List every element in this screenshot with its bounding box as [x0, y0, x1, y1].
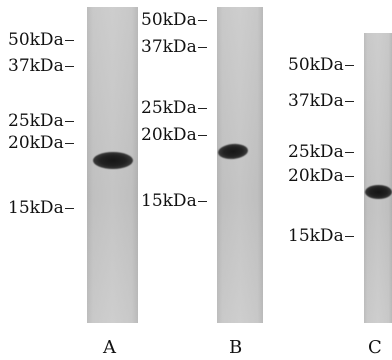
marker-15kda: 15kDa: [8, 200, 74, 217]
lane-label-b: B: [229, 337, 243, 358]
marker-37kda: 37kDa: [288, 93, 354, 110]
marker-37kda: 37kDa: [8, 58, 74, 75]
blot-lane-c: [364, 33, 392, 323]
marker-20kda: 20kDa: [141, 127, 207, 144]
marker-20kda: 20kDa: [288, 168, 354, 185]
blot-lane-a: [87, 7, 138, 323]
protein-band-b: [217, 142, 249, 161]
marker-37kda: 37kDa: [141, 39, 207, 56]
protein-band-a: [93, 152, 133, 169]
marker-20kda: 20kDa: [8, 135, 74, 152]
lane-label-c: C: [368, 337, 382, 358]
protein-band-c: [365, 185, 392, 199]
marker-25kda: 25kDa: [141, 100, 207, 117]
lane-label-a: A: [103, 337, 116, 358]
marker-15kda: 15kDa: [141, 193, 207, 210]
marker-50kda: 50kDa: [8, 32, 74, 49]
marker-15kda: 15kDa: [288, 228, 354, 245]
marker-25kda: 25kDa: [288, 144, 354, 161]
marker-50kda: 50kDa: [288, 57, 354, 74]
marker-25kda: 25kDa: [8, 113, 74, 130]
marker-50kda: 50kDa: [141, 12, 207, 29]
blot-lane-b: [217, 7, 263, 323]
